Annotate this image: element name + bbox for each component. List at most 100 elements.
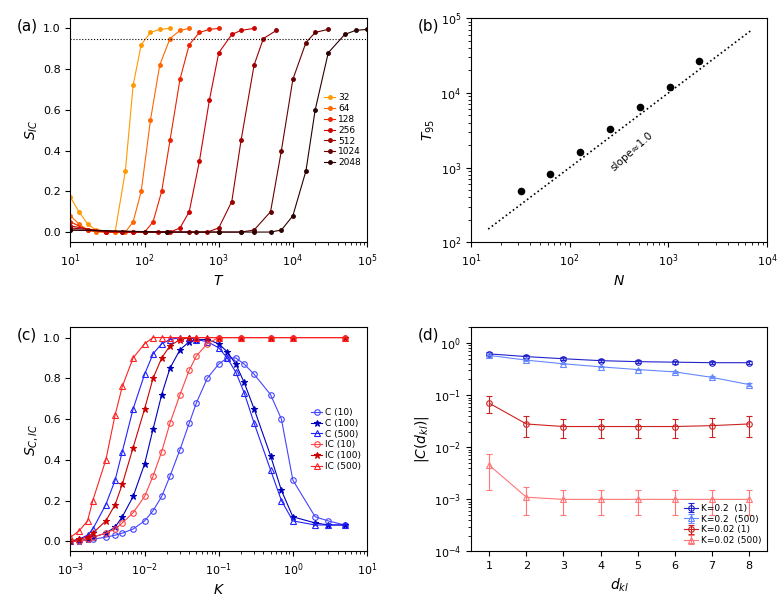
IC (10) bbox=[214, 334, 223, 341]
C (10) bbox=[288, 476, 298, 484]
Line: IC (10): IC (10) bbox=[67, 335, 348, 544]
C (500) bbox=[276, 497, 286, 504]
IC (10) bbox=[288, 334, 298, 341]
IC (500) bbox=[128, 355, 138, 362]
C (10) bbox=[175, 446, 185, 453]
Line: 2048: 2048 bbox=[69, 28, 369, 234]
C (500) bbox=[214, 344, 223, 351]
C (500) bbox=[222, 355, 232, 362]
C (500) bbox=[203, 338, 212, 345]
IC (500) bbox=[101, 456, 110, 464]
Y-axis label: $|C(d_{kl})|$: $|C(d_{kl})|$ bbox=[413, 416, 431, 463]
Text: (c): (c) bbox=[17, 327, 38, 342]
2048 bbox=[311, 106, 320, 113]
256 bbox=[236, 27, 246, 34]
C (500) bbox=[266, 467, 276, 474]
2048 bbox=[66, 227, 75, 234]
IC (100) bbox=[83, 533, 92, 541]
64 bbox=[136, 188, 146, 195]
256 bbox=[205, 96, 215, 103]
1024 bbox=[266, 208, 276, 215]
C (10) bbox=[203, 375, 212, 382]
1024 bbox=[323, 25, 333, 33]
IC (100) bbox=[214, 334, 223, 341]
C (500) bbox=[148, 350, 157, 358]
2048 bbox=[214, 228, 223, 236]
IC (100) bbox=[88, 530, 98, 537]
IC (100) bbox=[340, 334, 349, 341]
IC (10) bbox=[128, 509, 138, 516]
IC (500) bbox=[214, 334, 223, 341]
Line: C (100): C (100) bbox=[67, 336, 348, 545]
IC (500) bbox=[157, 334, 166, 341]
IC (500) bbox=[83, 518, 92, 525]
Legend: K=0.2  (1), K=0.2  (500), K=0.02 (1), K=0.02 (500): K=0.2 (1), K=0.2 (500), K=0.02 (1), K=0.… bbox=[683, 502, 763, 547]
256 bbox=[153, 228, 162, 236]
C (10) bbox=[240, 361, 249, 368]
C (500) bbox=[311, 521, 320, 528]
512 bbox=[272, 27, 281, 34]
C (100) bbox=[66, 538, 75, 545]
IC (500) bbox=[66, 533, 75, 541]
Line: IC (100): IC (100) bbox=[67, 334, 348, 545]
Point bbox=[604, 124, 616, 134]
Line: 32: 32 bbox=[69, 27, 171, 234]
IC (100) bbox=[236, 334, 246, 341]
X-axis label: $d_{kl}$: $d_{kl}$ bbox=[609, 577, 629, 594]
C (100) bbox=[110, 524, 120, 531]
IC (500) bbox=[288, 334, 298, 341]
Line: 128: 128 bbox=[69, 27, 221, 234]
IC (10) bbox=[165, 419, 175, 427]
512 bbox=[162, 228, 171, 236]
C (10) bbox=[157, 493, 166, 500]
IC (100) bbox=[185, 334, 194, 341]
32 bbox=[101, 228, 110, 236]
128 bbox=[117, 228, 127, 236]
IC (10) bbox=[66, 538, 75, 545]
128 bbox=[175, 76, 185, 83]
IC (100) bbox=[148, 375, 157, 382]
IC (100) bbox=[101, 518, 110, 525]
64 bbox=[74, 220, 84, 227]
C (500) bbox=[323, 521, 333, 528]
C (500) bbox=[250, 419, 259, 427]
Point bbox=[514, 187, 527, 196]
C (100) bbox=[148, 425, 157, 433]
C (500) bbox=[66, 538, 75, 545]
Text: slope≈1.0: slope≈1.0 bbox=[609, 130, 655, 173]
C (500) bbox=[117, 448, 127, 455]
Legend: C (10), C (100), C (500), IC (10), IC (100), IC (500): C (10), C (100), C (500), IC (10), IC (1… bbox=[309, 406, 363, 473]
512 bbox=[66, 224, 75, 231]
32 bbox=[136, 41, 146, 48]
IC (10) bbox=[117, 519, 127, 527]
C (10) bbox=[214, 361, 223, 368]
Point bbox=[574, 147, 586, 157]
C (10) bbox=[83, 536, 92, 543]
C (100) bbox=[266, 452, 276, 459]
IC (100) bbox=[288, 334, 298, 341]
IC (10) bbox=[266, 334, 276, 341]
C (500) bbox=[101, 501, 110, 508]
C (500) bbox=[175, 334, 185, 341]
C (10) bbox=[266, 391, 276, 398]
32 bbox=[110, 228, 120, 236]
2048 bbox=[250, 228, 259, 236]
IC (100) bbox=[157, 355, 166, 362]
2048 bbox=[301, 167, 311, 175]
IC (10) bbox=[340, 334, 349, 341]
C (100) bbox=[214, 340, 223, 347]
IC (10) bbox=[203, 340, 212, 347]
C (500) bbox=[340, 521, 349, 528]
256 bbox=[185, 208, 194, 215]
C (100) bbox=[192, 336, 201, 343]
IC (100) bbox=[165, 342, 175, 350]
1024 bbox=[311, 29, 320, 36]
C (10) bbox=[165, 473, 175, 480]
256 bbox=[165, 228, 175, 236]
C (10) bbox=[140, 518, 150, 525]
IC (10) bbox=[236, 334, 246, 341]
2048 bbox=[340, 31, 349, 38]
512 bbox=[236, 137, 246, 144]
512 bbox=[227, 198, 236, 205]
1024 bbox=[192, 228, 201, 236]
